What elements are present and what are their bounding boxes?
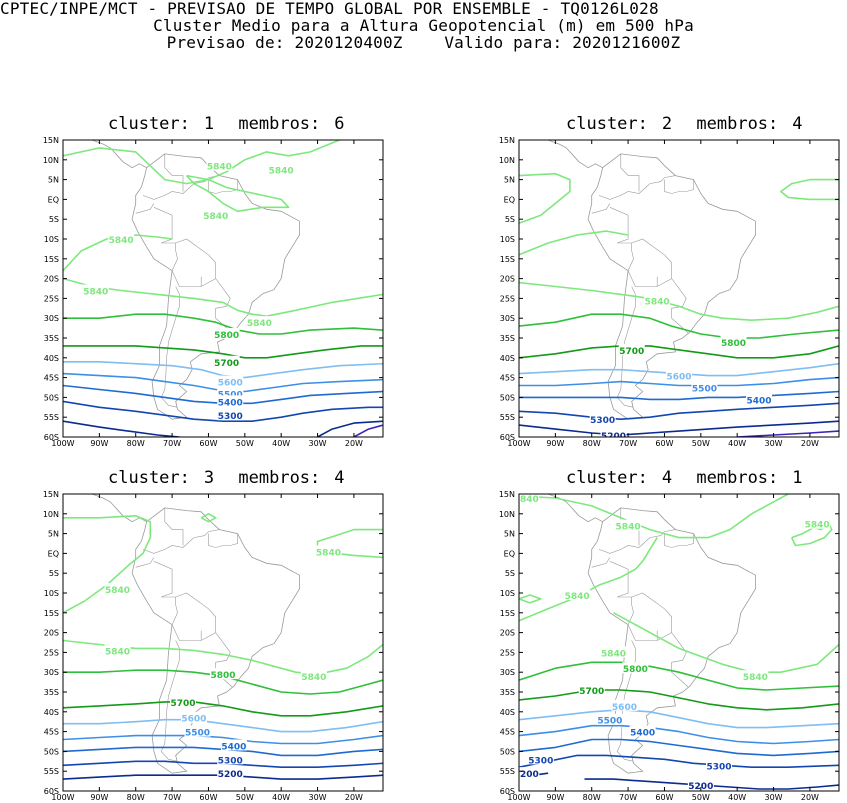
cluster-3-members-count: 4	[334, 468, 345, 488]
cluster-3-members-label: membros:	[238, 468, 321, 488]
cluster-panel-1: cluster: 1 membros: 6	[0, 110, 420, 450]
cluster-1-members-label: membros:	[238, 114, 321, 134]
cluster-1-number: 1	[203, 114, 215, 134]
forecast-from-value: 2020120400Z	[294, 33, 403, 52]
cluster-panel-3: cluster: 3 membros: 4	[0, 464, 420, 803]
cluster-4-label: cluster:	[566, 468, 648, 488]
cluster-3-label: cluster:	[108, 468, 190, 488]
cluster-panel-4: cluster: 4 membros: 1	[424, 464, 847, 803]
cluster-1-members-count: 6	[334, 114, 345, 134]
cluster-1-label: cluster:	[108, 114, 190, 134]
cluster-2-number: 2	[661, 114, 673, 134]
header-line-2: Cluster Medio para a Altura Geopotencial…	[153, 16, 694, 35]
forecast-from-label: Previsao de:	[166, 33, 285, 52]
cluster-4-title: cluster: 4 membros: 1	[566, 468, 817, 488]
cluster-1-title: cluster: 1 membros: 6	[108, 114, 359, 134]
chart-header: CPTEC/INPE/MCT - PREVISAO DE TEMPO GLOBA…	[0, 0, 847, 51]
valid-for-label: Valido para:	[444, 33, 563, 52]
cluster-4-members-label: membros:	[696, 468, 779, 488]
cluster-2-label: cluster:	[566, 114, 648, 134]
cluster-3-title: cluster: 3 membros: 4	[108, 468, 359, 488]
cluster-panel-2: cluster: 2 membros: 4	[424, 110, 847, 450]
cluster-2-members-label: membros:	[696, 114, 779, 134]
cluster-2-title: cluster: 2 membros: 4	[566, 114, 817, 134]
cluster-2-members-count: 4	[792, 114, 803, 134]
cluster-4-number: 4	[661, 468, 673, 488]
header-line-3: Previsao de: 2020120400Z Valido para: 20…	[0, 34, 847, 51]
header-line-1: CPTEC/INPE/MCT - PREVISAO DE TEMPO GLOBA…	[0, 0, 659, 18]
cluster-3-number: 3	[203, 468, 215, 488]
cluster-4-members-count: 1	[792, 468, 803, 488]
valid-for-value: 2020121600Z	[572, 33, 681, 52]
